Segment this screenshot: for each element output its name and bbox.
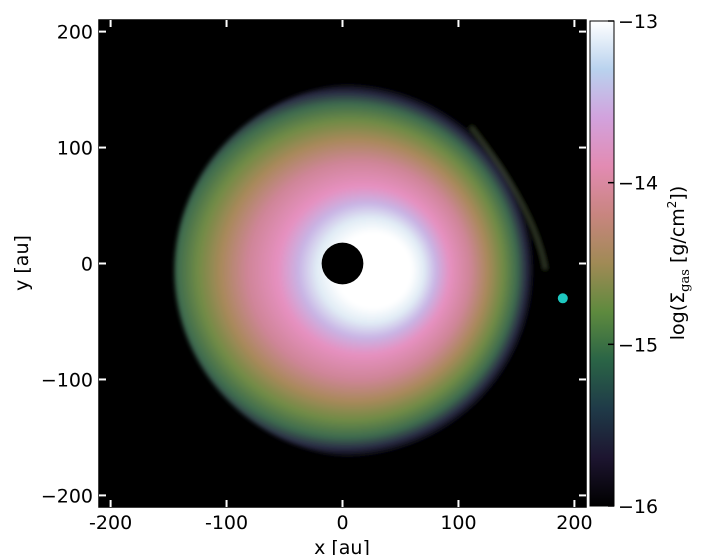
- y-tick-label: −200: [41, 485, 93, 507]
- y-axis-ticks: −200 −100 0 100 200: [41, 22, 586, 507]
- x-axis-label: x [au]: [314, 537, 370, 555]
- y-axis-label: y [au]: [11, 235, 33, 291]
- colorbar-ticks: −16 −15 −14 −13: [608, 11, 658, 518]
- x-tick-label: 0: [336, 512, 348, 534]
- x-tick-label: -100: [205, 512, 248, 534]
- x-tick-label: -200: [89, 512, 132, 534]
- x-axis-ticks: -200 -100 0 100 200: [89, 20, 593, 534]
- x-tick-label: 100: [440, 512, 476, 534]
- plot-area: -200 -100 0 100 200 −200 −100 0 100 200: [41, 19, 593, 534]
- colorbar-tick-label: −14: [618, 173, 658, 195]
- disk-density-map: [174, 82, 558, 458]
- colorbar-tick-label: −15: [618, 334, 658, 356]
- colorbar-tick-label: −16: [618, 496, 658, 518]
- x-tick-label: 200: [556, 512, 592, 534]
- y-tick-label: −100: [41, 369, 93, 391]
- disk-density: [174, 82, 558, 458]
- colorbar: −16 −15 −14 −13 log(Σgas [g/cm2]): [589, 11, 693, 518]
- y-tick-label: 100: [57, 138, 93, 160]
- y-tick-label: 200: [57, 22, 93, 44]
- disk-spiral-tail: [469, 126, 547, 270]
- colorbar-label: log(Σgas [g/cm2]): [665, 186, 693, 340]
- companion-marker: [557, 293, 568, 304]
- inner-hole: [321, 242, 364, 285]
- y-tick-label: 0: [81, 254, 93, 276]
- colorbar-gradient-bar: [589, 20, 615, 507]
- colorbar-tick-label: −13: [618, 11, 658, 33]
